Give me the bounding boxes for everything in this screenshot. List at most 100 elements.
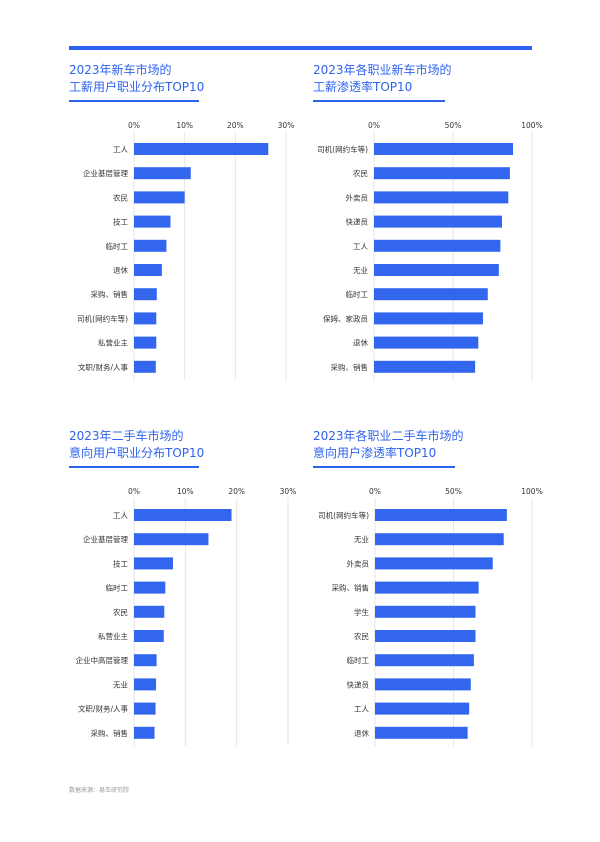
axis-tick-label: 0%: [368, 121, 380, 130]
category-label: 无业: [354, 534, 369, 544]
category-label: 临时工: [347, 655, 370, 665]
bar: [134, 191, 185, 204]
category-label: 采购、销售: [91, 728, 129, 738]
category-label: 外卖员: [346, 192, 369, 202]
category-label: 保姆、家政员: [323, 313, 368, 323]
chart-title-line2: 意向用户渗透率TOP10: [313, 446, 437, 460]
data-source-note: 数据来源：易车研究院: [69, 787, 130, 794]
bar: [134, 215, 171, 228]
bar: [134, 726, 155, 739]
category-label: 司机(网约车等): [318, 510, 369, 520]
category-label: 企业基层管理: [83, 534, 128, 544]
bar: [134, 336, 157, 349]
bar: [374, 143, 514, 155]
category-label: 采购、销售: [91, 289, 129, 299]
category-label: 文职/财务/人事: [78, 362, 129, 372]
bar: [134, 678, 157, 691]
title-underline: [69, 466, 199, 468]
bar: [134, 581, 166, 594]
bar: [134, 630, 164, 642]
bar: [375, 605, 476, 618]
bar: [134, 264, 162, 276]
bar: [134, 654, 157, 667]
bar: [134, 360, 156, 373]
bar: [134, 288, 157, 301]
bar: [134, 239, 167, 252]
category-label: 采购、销售: [331, 362, 369, 372]
axis-tick-label: 100%: [521, 121, 542, 130]
category-label: 快递员: [346, 217, 369, 227]
chart-title-line1: 2023年新车市场的: [69, 63, 172, 77]
axis-tick-label: 10%: [177, 487, 194, 496]
bar: [375, 557, 493, 570]
bar: [374, 167, 510, 180]
bar: [375, 702, 470, 715]
bar: [374, 239, 501, 252]
category-label: 私营业主: [98, 338, 128, 348]
axis-tick-label: 20%: [228, 487, 245, 496]
bar: [374, 336, 479, 349]
chart-title-line2: 意向用户职业分布TOP10: [69, 446, 205, 460]
bar: [134, 143, 269, 155]
bar: [375, 533, 504, 546]
chart-title-used-car-penetration: 2023年各职业二手车市场的 意向用户渗透率TOP10: [313, 428, 464, 462]
chart-title-line2: 工薪用户职业分布TOP10: [69, 80, 205, 94]
axis-tick-label: 50%: [445, 487, 462, 496]
category-label: 技工: [113, 558, 128, 568]
bar: [134, 509, 232, 521]
bar: [134, 557, 174, 570]
bar: [134, 312, 157, 325]
chart-used-car-occupation: 0% 10% 20% 30% 工人企业基层管理技工临时工农民私营业主企业中高层管理无业文…: [76, 487, 296, 746]
title-underline: [69, 100, 199, 102]
category-label: 临时工: [106, 583, 129, 593]
category-label: 采购、销售: [332, 583, 370, 593]
bar: [375, 654, 474, 667]
bar: [375, 726, 468, 739]
category-label: 农民: [113, 192, 128, 202]
chart-new-car-occupation: 0% 10% 20% 30% 工人企业基层管理农民技工临时工退休采购、销售司机(网约车等…: [77, 121, 294, 380]
category-label: 工人: [353, 242, 368, 251]
category-label: 退休: [354, 728, 369, 738]
category-label: 农民: [113, 607, 128, 617]
category-label: 工人: [113, 511, 128, 520]
chart-title-line1: 2023年各职业二手车市场的: [313, 429, 464, 443]
category-label: 学生: [354, 607, 369, 617]
bar: [134, 605, 165, 618]
axis-tick-label: 0%: [128, 121, 140, 130]
category-label: 司机(网约车等): [317, 144, 368, 154]
bar: [374, 312, 484, 325]
category-label: 工人: [113, 145, 128, 154]
category-label: 企业中高层管理: [76, 655, 129, 665]
bar: [374, 360, 476, 373]
chart-title-line2: 工薪渗透率TOP10: [313, 80, 413, 94]
chart-title-new-car-penetration: 2023年各职业新车市场的 工薪渗透率TOP10: [313, 62, 452, 96]
axis-tick-label: 50%: [445, 121, 462, 130]
bar: [374, 215, 502, 228]
bar: [374, 264, 499, 276]
category-label: 农民: [354, 631, 369, 641]
category-label: 无业: [113, 679, 128, 689]
category-label: 临时工: [106, 241, 129, 251]
axis-tick-label: 0%: [369, 487, 381, 496]
bar: [375, 509, 507, 521]
chart-title-new-car-occupation: 2023年新车市场的 工薪用户职业分布TOP10: [69, 62, 204, 96]
category-label: 临时工: [346, 289, 369, 299]
category-label: 工人: [354, 705, 369, 714]
category-label: 退休: [113, 265, 128, 275]
category-label: 无业: [353, 265, 368, 275]
bar: [374, 288, 488, 301]
bar: [134, 533, 209, 546]
chart-title-line1: 2023年各职业新车市场的: [313, 63, 452, 77]
bar: [134, 702, 156, 715]
bar: [374, 191, 509, 204]
chart-new-car-penetration: 0% 50% 100% 司机(网约车等) 农民外卖员快递员工人无业临时工保姆、家政员退休…: [317, 121, 543, 380]
category-label: 企业基层管理: [83, 168, 128, 178]
chart-used-car-penetration: 0% 50% 100% 司机(网约车等) 无业外卖员采购、销售学生农民临时工快递员工人退…: [318, 487, 543, 746]
category-label: 私营业主: [98, 631, 128, 641]
category-label: 退休: [353, 338, 368, 348]
category-label: 技工: [113, 217, 128, 227]
bar: [375, 630, 476, 642]
title-underline: [313, 466, 455, 468]
top-accent-rule: [69, 46, 532, 50]
axis-tick-label: 10%: [176, 121, 193, 130]
